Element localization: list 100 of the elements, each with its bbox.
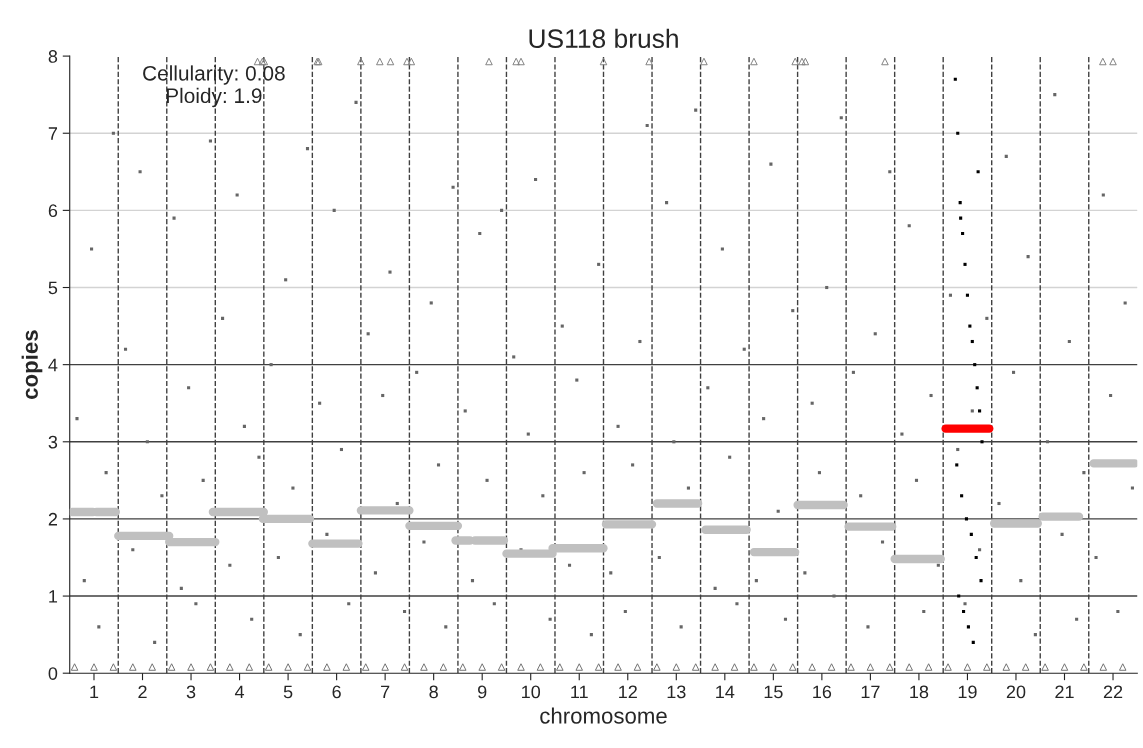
point	[386, 57, 395, 66]
point	[965, 293, 969, 297]
point	[226, 663, 234, 671]
x-tick-label: 11	[571, 685, 588, 699]
point	[357, 57, 365, 66]
point	[791, 57, 799, 66]
point	[905, 663, 913, 671]
point	[407, 57, 416, 66]
point	[1002, 663, 1011, 671]
x-tick-label: 5	[283, 685, 293, 699]
point	[975, 386, 979, 390]
point	[645, 57, 653, 66]
point	[478, 663, 486, 671]
point	[979, 579, 983, 583]
point	[966, 625, 970, 629]
point	[960, 494, 964, 498]
point	[556, 663, 564, 671]
y-tick-label: 3	[48, 435, 58, 449]
point	[808, 663, 816, 671]
y-tick-label: 4	[48, 358, 58, 372]
x-tick-label: 18	[910, 685, 929, 699]
point	[963, 663, 972, 671]
point	[956, 131, 960, 135]
point	[284, 663, 292, 671]
point	[253, 57, 262, 66]
point	[459, 663, 467, 671]
point	[827, 663, 836, 671]
point	[206, 663, 215, 671]
point	[614, 663, 622, 671]
x-axis-title: chromosome	[540, 707, 667, 724]
x-tick-label: 17	[861, 685, 880, 699]
x-tick-label: 20	[1006, 685, 1026, 699]
point	[167, 663, 176, 671]
point	[633, 663, 642, 671]
point	[109, 663, 118, 671]
point	[1118, 663, 1127, 671]
x-tick-label: 16	[813, 685, 832, 699]
x-tick-label: 22	[1103, 685, 1123, 699]
x-tick-label: 9	[478, 685, 487, 699]
point	[970, 339, 974, 344]
y-tick-label: 1	[49, 590, 58, 603]
x-tick-label: 10	[522, 685, 541, 699]
point	[750, 663, 758, 671]
point	[700, 57, 708, 66]
point	[968, 324, 972, 328]
x-tick-label: 7	[381, 685, 390, 699]
point	[653, 663, 661, 671]
y-tick-label: 7	[48, 127, 58, 140]
point	[264, 663, 273, 671]
point	[980, 440, 984, 444]
point	[963, 262, 967, 266]
point	[420, 663, 428, 671]
point	[129, 663, 137, 671]
point	[958, 201, 962, 205]
annotation: Cellularity: 0.08 Ploidy: 1.9	[143, 65, 285, 108]
point	[691, 663, 700, 671]
point	[953, 77, 957, 81]
point	[517, 57, 525, 66]
point	[881, 57, 889, 66]
point	[90, 663, 98, 671]
y-tick-label: 5	[48, 281, 58, 295]
point	[403, 57, 411, 66]
x-tick-label: 21	[1055, 685, 1074, 699]
y-tick-label: 2	[48, 512, 58, 526]
point	[955, 463, 959, 467]
point	[1099, 663, 1108, 671]
point	[1041, 663, 1049, 671]
x-tick-label: 14	[716, 685, 735, 699]
point	[978, 409, 982, 413]
point	[974, 555, 978, 560]
point	[148, 663, 156, 671]
x-tick-label: 12	[619, 685, 637, 699]
point	[962, 609, 966, 614]
point	[750, 57, 758, 66]
point	[381, 663, 389, 671]
x-tick-label: 6	[332, 685, 341, 699]
point	[866, 663, 875, 671]
y-tick-label: 0	[48, 667, 58, 680]
x-tick-label: 3	[186, 685, 196, 699]
point	[969, 532, 973, 536]
point	[70, 663, 79, 671]
point	[1109, 57, 1117, 66]
point	[245, 663, 254, 671]
point	[1060, 663, 1069, 671]
point	[342, 663, 351, 671]
point	[957, 594, 961, 598]
point	[798, 57, 806, 66]
point	[959, 216, 963, 220]
y-tick-label: 8	[48, 50, 58, 63]
point	[961, 231, 965, 236]
point	[536, 663, 545, 671]
point	[485, 57, 493, 66]
point	[599, 57, 608, 66]
point	[594, 663, 603, 671]
x-tick-label: 13	[667, 685, 686, 699]
point	[187, 663, 195, 671]
point	[575, 663, 583, 671]
point	[789, 663, 797, 671]
x-tick-label: 8	[429, 685, 438, 699]
point	[376, 57, 384, 66]
